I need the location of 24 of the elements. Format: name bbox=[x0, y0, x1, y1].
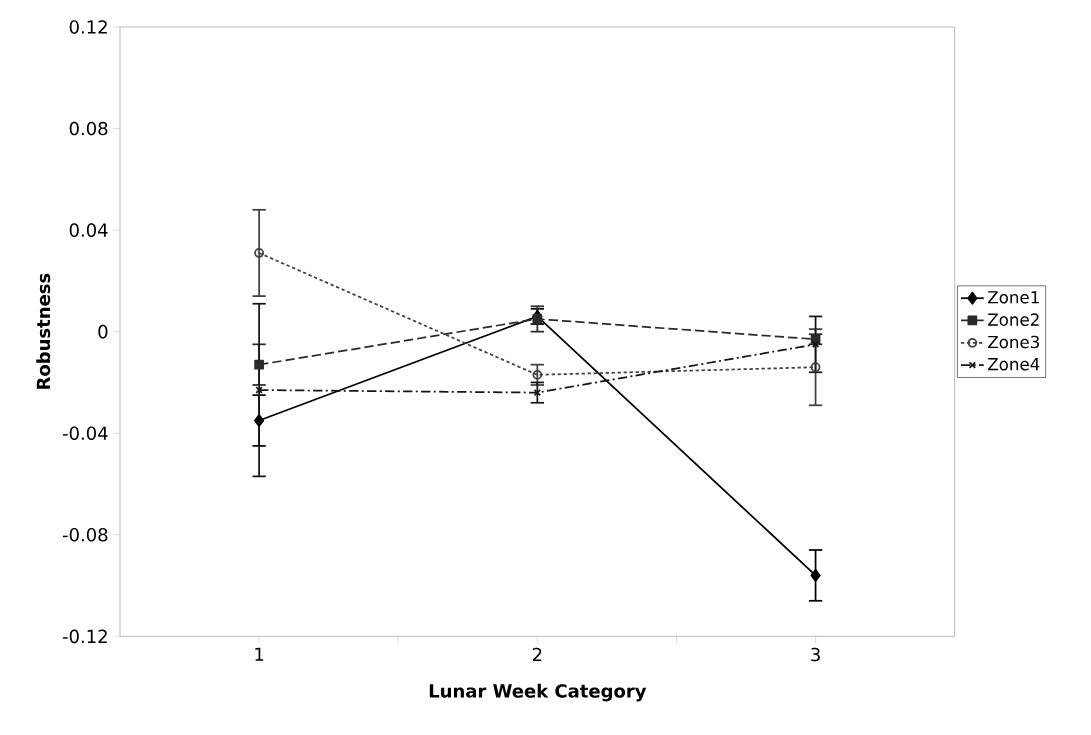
y-tick-label: 0 bbox=[98, 324, 108, 339]
point bbox=[255, 386, 263, 394]
point bbox=[254, 359, 264, 370]
y-tick-label: -0.04 bbox=[62, 426, 108, 441]
x-tick-label: 2 bbox=[532, 647, 542, 662]
y-tick-label: 0.04 bbox=[69, 223, 108, 237]
x-tick-label: 1 bbox=[255, 647, 264, 661]
legend-label: Zone4 bbox=[988, 358, 1040, 371]
y-tick-label: 0.12 bbox=[69, 20, 107, 34]
y-tick-label: -0.12 bbox=[62, 629, 107, 644]
legend-label: Zone1 bbox=[988, 291, 1039, 304]
y-tick-label: 0.08 bbox=[69, 121, 108, 136]
legend-label: Zone3 bbox=[988, 335, 1039, 349]
point bbox=[254, 248, 264, 258]
x-tick-label: 3 bbox=[811, 647, 820, 662]
legend-label: Zone2 bbox=[988, 313, 1039, 326]
y-tick-label: -0.08 bbox=[62, 527, 108, 542]
point bbox=[810, 568, 821, 582]
point bbox=[254, 414, 265, 427]
y-axis-title: Robustness bbox=[36, 273, 51, 389]
point bbox=[810, 362, 821, 373]
point bbox=[532, 369, 543, 380]
x-axis-title: Lunar Week Category bbox=[429, 683, 647, 702]
point bbox=[532, 314, 543, 324]
